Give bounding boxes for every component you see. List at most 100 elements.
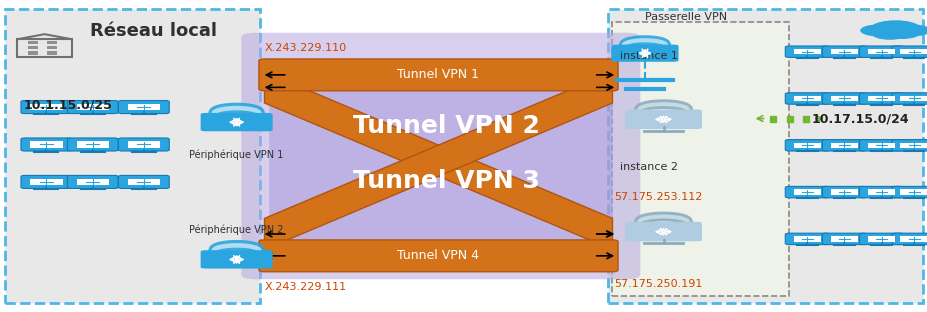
Circle shape bbox=[870, 20, 921, 37]
FancyBboxPatch shape bbox=[784, 46, 829, 57]
Bar bbox=[30, 104, 63, 110]
Text: Réseau local: Réseau local bbox=[90, 22, 216, 40]
Bar bbox=[127, 179, 160, 185]
Bar bbox=[867, 189, 895, 195]
FancyBboxPatch shape bbox=[821, 93, 866, 104]
FancyBboxPatch shape bbox=[784, 93, 829, 104]
FancyBboxPatch shape bbox=[891, 186, 927, 198]
Text: 57.175.253.112: 57.175.253.112 bbox=[614, 192, 702, 202]
FancyBboxPatch shape bbox=[612, 22, 788, 296]
Text: 57.175.250.191: 57.175.250.191 bbox=[614, 279, 702, 289]
FancyBboxPatch shape bbox=[269, 62, 612, 250]
Bar bbox=[899, 143, 927, 148]
FancyBboxPatch shape bbox=[200, 250, 273, 269]
Bar bbox=[899, 189, 927, 195]
Bar bbox=[793, 143, 820, 148]
Polygon shape bbox=[264, 72, 612, 250]
FancyBboxPatch shape bbox=[891, 233, 927, 245]
Bar bbox=[76, 141, 109, 148]
Bar bbox=[830, 49, 857, 54]
Text: instance 1: instance 1 bbox=[619, 51, 677, 61]
Bar bbox=[47, 46, 57, 49]
Text: Périphérique VPN 1: Périphérique VPN 1 bbox=[189, 149, 284, 160]
FancyBboxPatch shape bbox=[858, 186, 903, 198]
FancyBboxPatch shape bbox=[119, 175, 169, 188]
FancyBboxPatch shape bbox=[891, 139, 927, 151]
Circle shape bbox=[895, 24, 927, 36]
Bar bbox=[899, 236, 927, 241]
Text: 10.17.15.0/24: 10.17.15.0/24 bbox=[811, 112, 908, 125]
Bar bbox=[830, 96, 857, 101]
Bar bbox=[793, 189, 820, 195]
Bar bbox=[127, 141, 160, 148]
FancyBboxPatch shape bbox=[68, 100, 118, 114]
Bar bbox=[47, 51, 57, 55]
FancyBboxPatch shape bbox=[858, 93, 903, 104]
FancyBboxPatch shape bbox=[241, 33, 640, 279]
FancyBboxPatch shape bbox=[21, 175, 71, 188]
Circle shape bbox=[884, 27, 919, 39]
FancyBboxPatch shape bbox=[119, 138, 169, 151]
FancyBboxPatch shape bbox=[607, 9, 922, 303]
Bar bbox=[867, 143, 895, 148]
Bar bbox=[867, 49, 895, 54]
FancyBboxPatch shape bbox=[68, 138, 118, 151]
Bar bbox=[18, 39, 71, 57]
Circle shape bbox=[859, 24, 895, 36]
Bar bbox=[127, 104, 160, 110]
Bar bbox=[47, 41, 57, 44]
Text: 10.1.15.0/25: 10.1.15.0/25 bbox=[23, 98, 112, 111]
Bar bbox=[867, 96, 895, 101]
FancyBboxPatch shape bbox=[625, 222, 701, 241]
Bar bbox=[793, 236, 820, 241]
Bar bbox=[28, 51, 38, 55]
Text: Tunnel VPN 2: Tunnel VPN 2 bbox=[352, 115, 539, 138]
FancyBboxPatch shape bbox=[625, 110, 701, 129]
FancyBboxPatch shape bbox=[821, 139, 866, 151]
Text: X.243.229.111: X.243.229.111 bbox=[264, 282, 346, 292]
Bar bbox=[30, 141, 63, 148]
Text: Tunnel VPN 4: Tunnel VPN 4 bbox=[397, 249, 479, 262]
FancyBboxPatch shape bbox=[858, 139, 903, 151]
FancyBboxPatch shape bbox=[891, 93, 927, 104]
FancyBboxPatch shape bbox=[891, 46, 927, 57]
FancyBboxPatch shape bbox=[784, 139, 829, 151]
FancyBboxPatch shape bbox=[821, 186, 866, 198]
FancyBboxPatch shape bbox=[21, 100, 71, 114]
FancyBboxPatch shape bbox=[259, 240, 617, 272]
FancyBboxPatch shape bbox=[784, 233, 829, 245]
Text: Passerelle VPN: Passerelle VPN bbox=[644, 12, 726, 22]
Text: X.243.229.110: X.243.229.110 bbox=[264, 43, 346, 53]
FancyBboxPatch shape bbox=[821, 46, 866, 57]
FancyBboxPatch shape bbox=[821, 233, 866, 245]
Bar bbox=[76, 179, 109, 185]
Text: Tunnel VPN 3: Tunnel VPN 3 bbox=[352, 169, 539, 193]
Bar bbox=[899, 96, 927, 101]
Bar bbox=[899, 49, 927, 54]
Bar bbox=[793, 49, 820, 54]
Bar bbox=[793, 96, 820, 101]
FancyBboxPatch shape bbox=[611, 45, 678, 62]
Bar bbox=[830, 143, 857, 148]
Text: Tunnel VPN 1: Tunnel VPN 1 bbox=[397, 68, 479, 81]
Bar bbox=[76, 104, 109, 110]
Polygon shape bbox=[264, 72, 612, 250]
FancyBboxPatch shape bbox=[68, 175, 118, 188]
FancyBboxPatch shape bbox=[21, 138, 71, 151]
FancyBboxPatch shape bbox=[784, 186, 829, 198]
FancyBboxPatch shape bbox=[259, 59, 617, 91]
FancyBboxPatch shape bbox=[5, 9, 260, 303]
Bar bbox=[30, 179, 63, 185]
Text: Périphérique VPN 2: Périphérique VPN 2 bbox=[189, 224, 284, 235]
FancyBboxPatch shape bbox=[858, 46, 903, 57]
Text: instance 2: instance 2 bbox=[619, 162, 678, 172]
Bar bbox=[28, 46, 38, 49]
Circle shape bbox=[870, 27, 908, 40]
FancyBboxPatch shape bbox=[200, 113, 273, 131]
Bar bbox=[867, 236, 895, 241]
Bar bbox=[830, 189, 857, 195]
Bar bbox=[830, 236, 857, 241]
FancyBboxPatch shape bbox=[119, 100, 169, 114]
Bar bbox=[28, 41, 38, 44]
FancyBboxPatch shape bbox=[858, 233, 903, 245]
